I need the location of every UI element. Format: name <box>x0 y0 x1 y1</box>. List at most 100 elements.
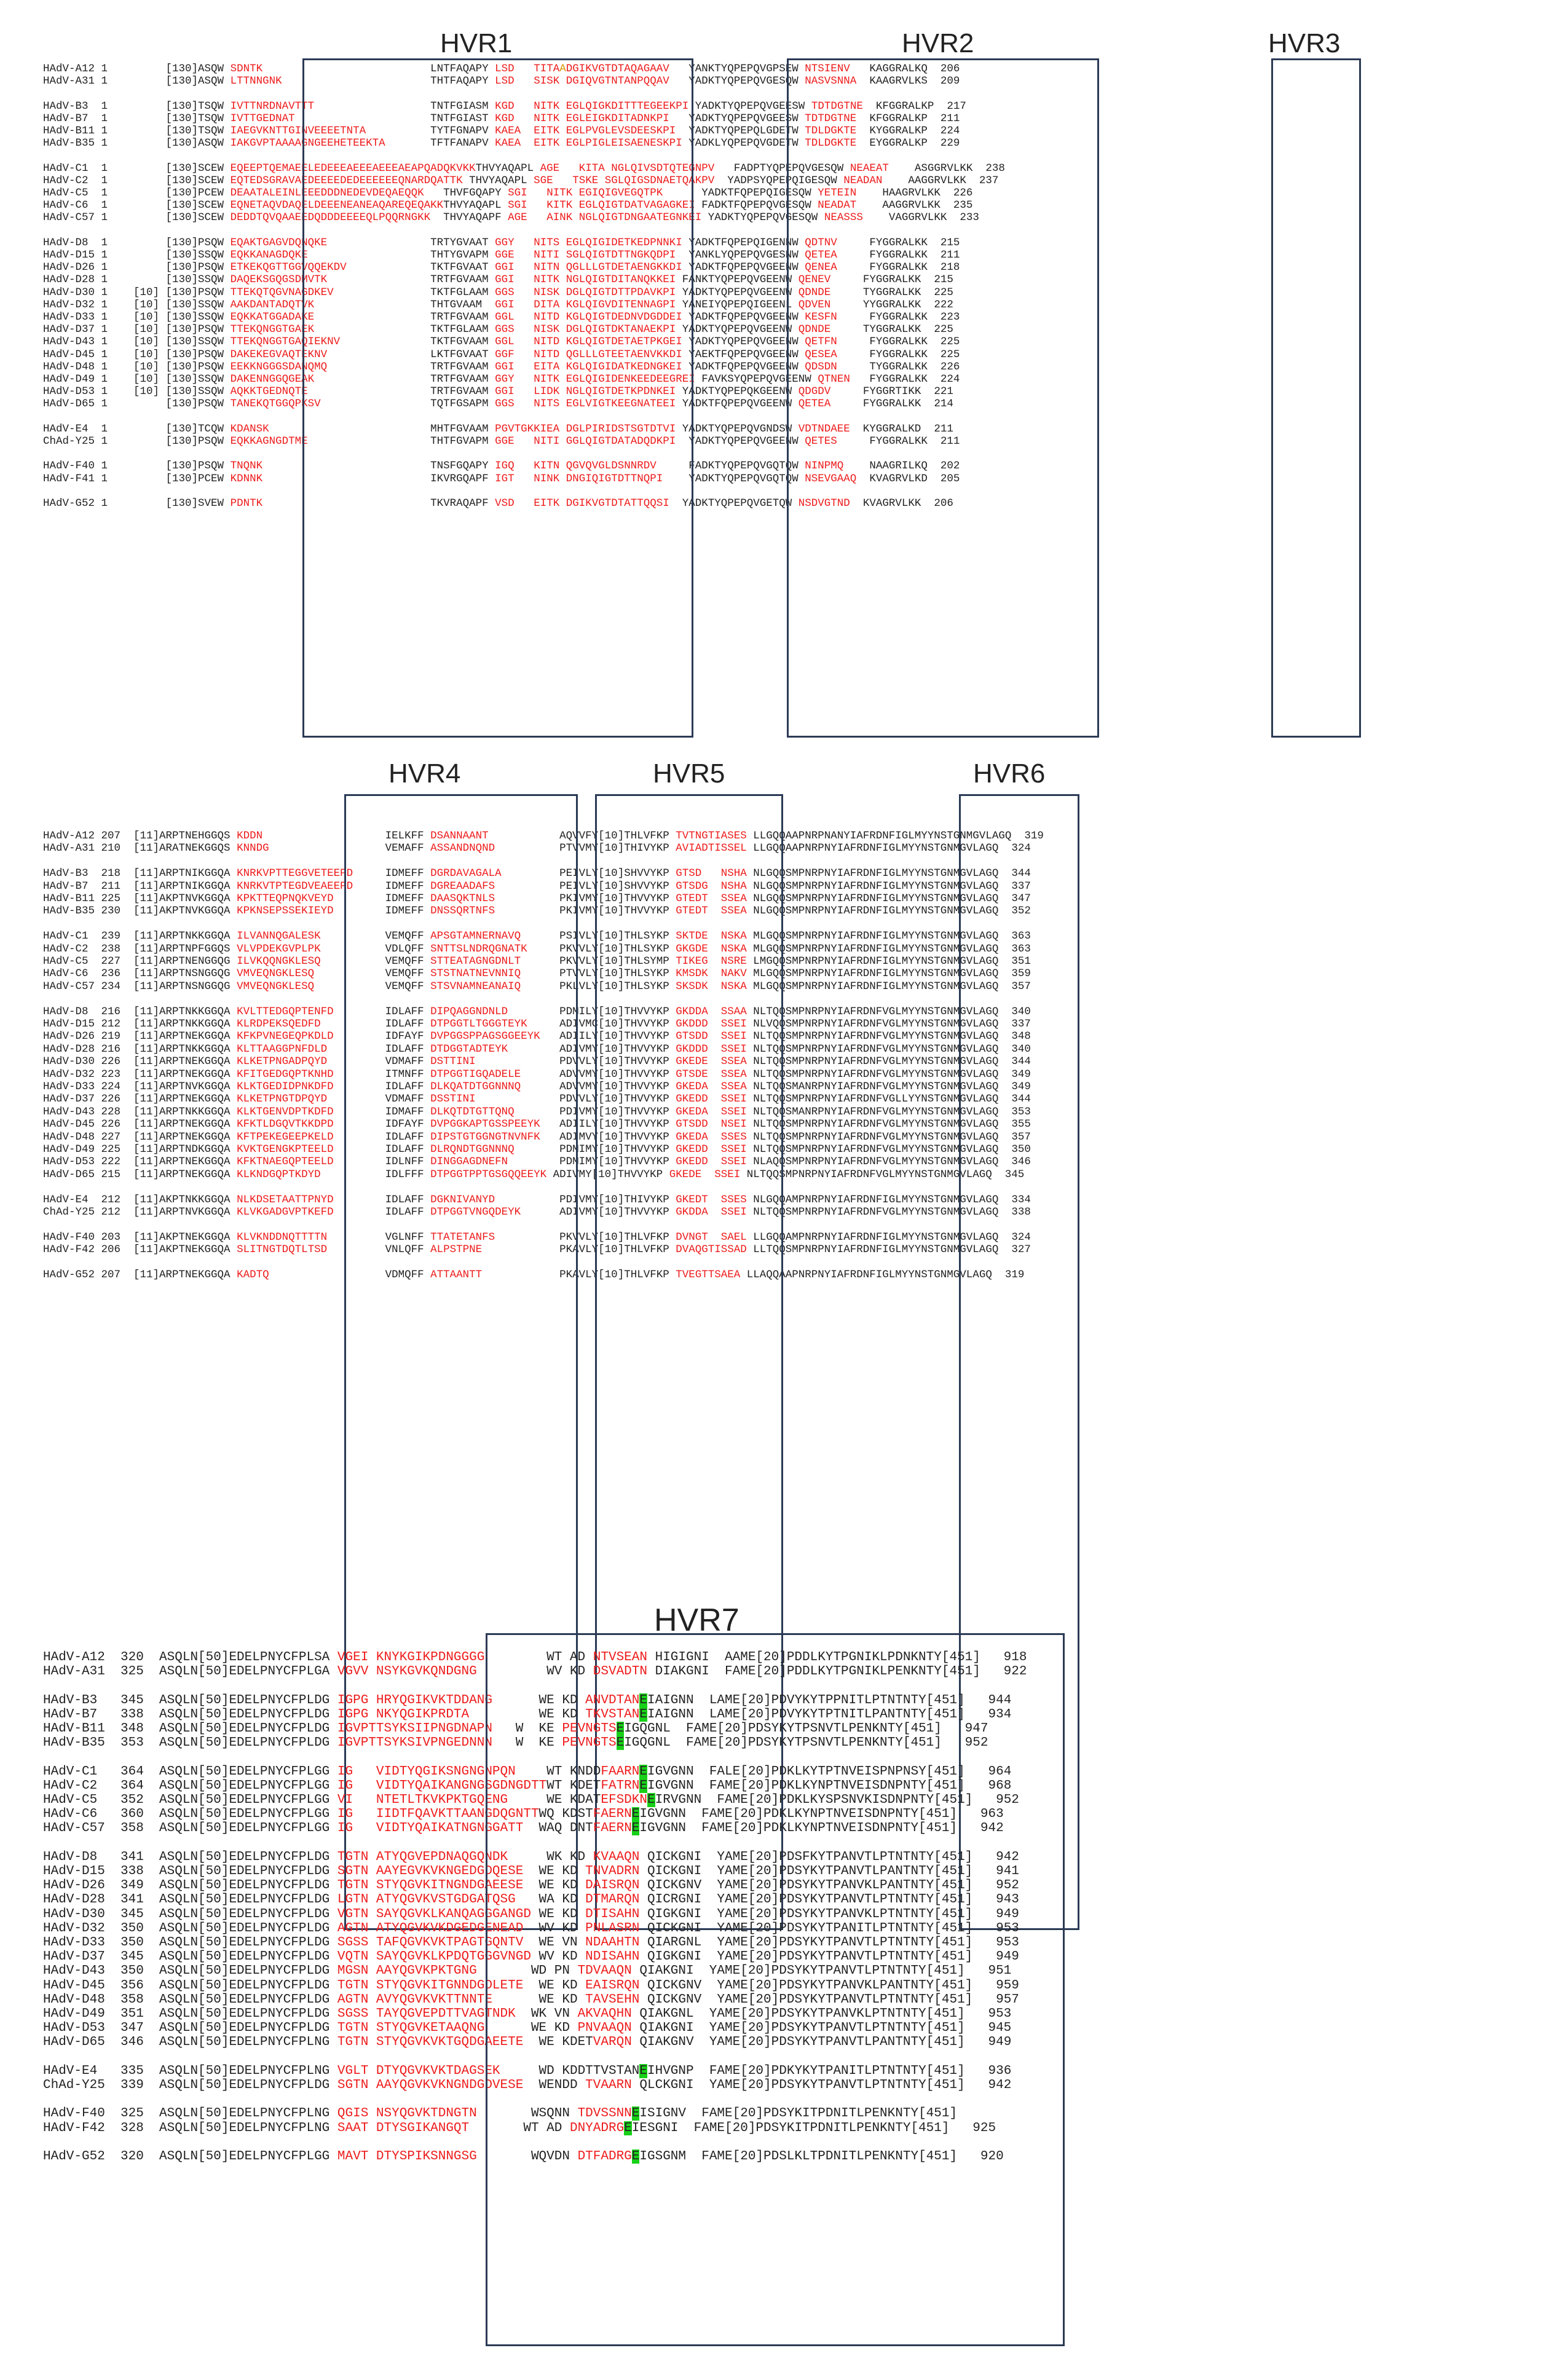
residue-segment: DNGIQIGTDTTNQPI <box>566 472 682 485</box>
residue-segment: TKTFGVAAM <box>430 336 495 349</box>
residue-segment: PDMIMY[10]THVVYKP <box>553 1143 676 1156</box>
residue-segment: WK KD <box>538 1850 593 1864</box>
residue-segment: QICKGNV <box>639 1992 709 2007</box>
residue-segment: YAME[20]PDSYKYTPANVKLPTNTNTY[451] 953 <box>701 2007 1012 2021</box>
residue-segment: VEMQFF <box>379 955 431 967</box>
residue-segment: GGI <box>495 261 527 274</box>
residue-segment: KVLTTEDGQPTENFD <box>237 1005 379 1018</box>
residue-segment: NLKDSETAATTPNYD <box>237 1193 379 1206</box>
alignment-row: HAdV-D43 350 ASQLN[50]EDELPNYCFPLDG MGSN… <box>43 1964 1011 1977</box>
alignment-row: HAdV-F40 325 ASQLN[50]EDELPNYCFPLNG QGIS… <box>43 2106 957 2121</box>
residue-segment: EITK <box>534 497 560 510</box>
residue-segment: HAdV-B35 353 ASQLN[50]EDELPNYCFPLDG <box>43 1736 337 1751</box>
residue-segment: E <box>624 2121 632 2135</box>
residue-segment: NLTQQSMPNRPNYIAFRDNFVGLMYYNSTGNMGVLAGQ 3… <box>746 1118 1031 1131</box>
residue-segment: STSTNATNEVNNIQ <box>430 967 553 980</box>
residue-segment: HAdV-C2 1 [130]SCEW <box>43 174 231 187</box>
residue-segment: DSVADTN <box>593 1665 647 1679</box>
hvr-title: HVR7 <box>654 1602 739 1638</box>
residue-segment: KESFN <box>805 311 863 323</box>
residue-segment: QICKGNV <box>639 1978 709 1993</box>
residue-segment: ADIILY[10]THVVYKP <box>553 1118 676 1131</box>
alignment-row: HAdV-D28 216 [11]ARPTNKKGGQA KLTTAAGGPNF… <box>43 1044 1031 1055</box>
residue-segment: ChAd-Y25 212 [11]ARPTNVKGGQA <box>43 1206 237 1218</box>
alignment-row: HAdV-B7 1 [130]TSQW IVTTGEDNAT TNTFGIAST… <box>43 112 960 125</box>
residue-segment: AQVVFY[10]THLVFKP <box>553 830 676 842</box>
residue-segment: NITI <box>534 249 560 261</box>
residue-segment: DIAKGNI <box>647 1665 717 1679</box>
residue-segment: FAME[20]PDSLKLTPDNITLPENKNTY[451] 920 <box>693 2149 1004 2164</box>
residue-segment: HAdV-G52 207 [11]ARPTNEKGGQA <box>43 1269 237 1281</box>
residue-segment: IGVPTTSYKSIIPNGDNAPN <box>337 1722 508 1736</box>
residue-segment: IG VIDTYQGIKSNGNGNPQN <box>337 1764 539 1779</box>
residue-segment: AVIADTISSEL <box>676 842 747 855</box>
residue-segment: KPKNSEPSSEKIEYD <box>237 905 379 918</box>
residue-segment: KLKNDGQPTKDYD <box>237 1168 379 1181</box>
residue-segment: QIAKGNL <box>631 2007 702 2021</box>
residue-segment: THTFGVAPM <box>430 435 495 447</box>
residue-segment: DIPSTGTGGNGTNVNFK <box>430 1130 553 1143</box>
residue-segment: IDLAFF <box>379 1143 431 1156</box>
residue-segment: WT KNDD <box>538 1764 601 1779</box>
residue-segment: IGQ <box>495 460 527 473</box>
residue-segment: WT KDET <box>546 1778 601 1793</box>
alignment-row: HAdV-B35 230 [11]AKPTNVKGGQA KPKNSEPSSEK… <box>43 906 1031 917</box>
alignment-row: HAdV-D33 1 [10] [130]SSQW EQKKATGGADAKE … <box>43 312 960 323</box>
residue-segment: NASVSNNA <box>805 75 863 88</box>
residue-segment: FYGGRALKK 211 <box>862 435 960 447</box>
residue-segment: SGLQIGTDTTNGKQDPI <box>566 249 682 261</box>
residue-segment: LKTFGVAAT <box>430 348 495 361</box>
residue-segment: TKTFGVAAT <box>430 261 495 274</box>
residue-segment: KAEA <box>495 125 527 137</box>
residue-segment: IGVGNN <box>647 1778 702 1793</box>
residue-segment: NGLQIGTDNGAATEGNKEI <box>578 211 702 224</box>
residue-segment: KLVKNDDNQTTTTN <box>237 1231 379 1243</box>
residue-segment: GGI <box>495 385 527 398</box>
residue-segment: VNLQFF <box>379 1243 431 1256</box>
residue-segment: STTEATAGNGDNLT <box>430 955 553 967</box>
residue-segment: AINK <box>546 211 573 224</box>
alignment-row: HAdV-D26 219 [11]ARPTNEKGGQA KFKPVNEGEQP… <box>43 1031 1031 1042</box>
residue-segment: DINGGAGDNEFN <box>430 1156 553 1168</box>
residue-segment: GKDDD SSEI <box>676 1018 747 1030</box>
residue-segment: FYGGRALKK 214 <box>856 398 953 411</box>
residue-segment: LLGQQAMPNRPNYIAFRDNFIGLMYYNSTGNMGVLAGQ 3… <box>746 1231 1031 1243</box>
residue-segment: NITK <box>534 373 560 385</box>
residue-segment: YAME[20]PDSYKYTPANVKLPTNTNTY[451] 949 <box>709 1907 1019 1921</box>
residue-segment: DTMARQN <box>585 1893 640 1907</box>
residue-segment: HAdV-D37 345 ASQLN[50]EDELPNYCFPLDG <box>43 1950 337 1964</box>
residue-segment: NLVQQSMPNRPNYIAFRDNFVGLMYYNSTGNMGVLAGQ 3… <box>746 1018 1031 1030</box>
residue-segment: QETEA <box>798 398 857 411</box>
residue-segment: ANVDTAN <box>585 1693 640 1708</box>
residue-segment: FAARN <box>601 1764 640 1779</box>
residue-segment: FADPTYQPEPQVGESQW <box>727 162 850 175</box>
residue-segment: DGKNIVANYD <box>430 1193 553 1206</box>
residue-segment: GGLQIGTDATADQDKPI <box>566 435 682 447</box>
residue-segment: HAdV-C57 358 ASQLN[50]EDELPNYCFPLGG <box>43 1821 337 1836</box>
alignment-row: HAdV-G52 207 [11]ARPTNEKGGQA KADTQ VDMQF… <box>43 1269 1024 1281</box>
residue-segment: NLTQQSMPNRPNYIAFRDNFVGLMYYNSTGNMGVLAGQ 3… <box>746 1068 1031 1081</box>
residue-segment: STSVNAMNEANAIQ <box>430 980 553 993</box>
residue-segment: KNRKVPTTEGGVETEEPD <box>237 867 379 880</box>
residue-segment: HAdV-C6 360 ASQLN[50]EDELPNYCFPLGG <box>43 1807 337 1822</box>
alignment-row: HAdV-F41 1 [130]PCEW KDNNK IKVRGQAPF IGT… <box>43 472 960 485</box>
residue-segment: HAdV-D53 347 ASQLN[50]EDELPNYCFPLDG <box>43 2021 337 2036</box>
alignment-row: ChAd-Y25 212 [11]ARPTNVKGGQA KLVKGADGVPT… <box>43 1207 1031 1218</box>
residue-segment: IDMEFF <box>379 867 431 880</box>
residue-segment: WV KD <box>530 1950 586 1964</box>
residue-segment: FYGGRALKK 224 <box>862 373 960 385</box>
residue-segment: HAdV-D49 351 ASQLN[50]EDELPNYCFPLDG <box>43 2007 337 2021</box>
residue-segment: TDTDGTNE <box>805 112 863 125</box>
alignment-row: HAdV-D37 1 [10] [130]PSQW TTEKQNGGTGAEK … <box>43 324 953 336</box>
residue-segment: TDLDGKTE <box>805 125 863 137</box>
alignment-row: HAdV-B7 338 ASQLN[50]EDELPNYCFPLDG IGPG … <box>43 1707 1011 1722</box>
residue-segment: VDMAFF <box>379 1055 431 1068</box>
residue-segment: NLTQQSMANRPNYIAFRDNFVGLMYYNSTGNMGVLAGQ 3… <box>746 1081 1031 1093</box>
residue-segment: YADKTYQPEPQKGEENW <box>676 385 799 398</box>
residue-segment: QENEV <box>798 274 857 286</box>
residue-segment: LAME[20]PDVYKYTPPNITLPTNTNTY[451] 944 <box>701 1693 1012 1708</box>
residue-segment: VEMQFF <box>379 980 431 993</box>
residue-segment: QGVQVGLDSNNRDV <box>566 460 682 473</box>
residue-segment: KYGGRALKP 224 <box>862 125 960 137</box>
residue-segment: IGQGNL <box>624 1736 679 1751</box>
